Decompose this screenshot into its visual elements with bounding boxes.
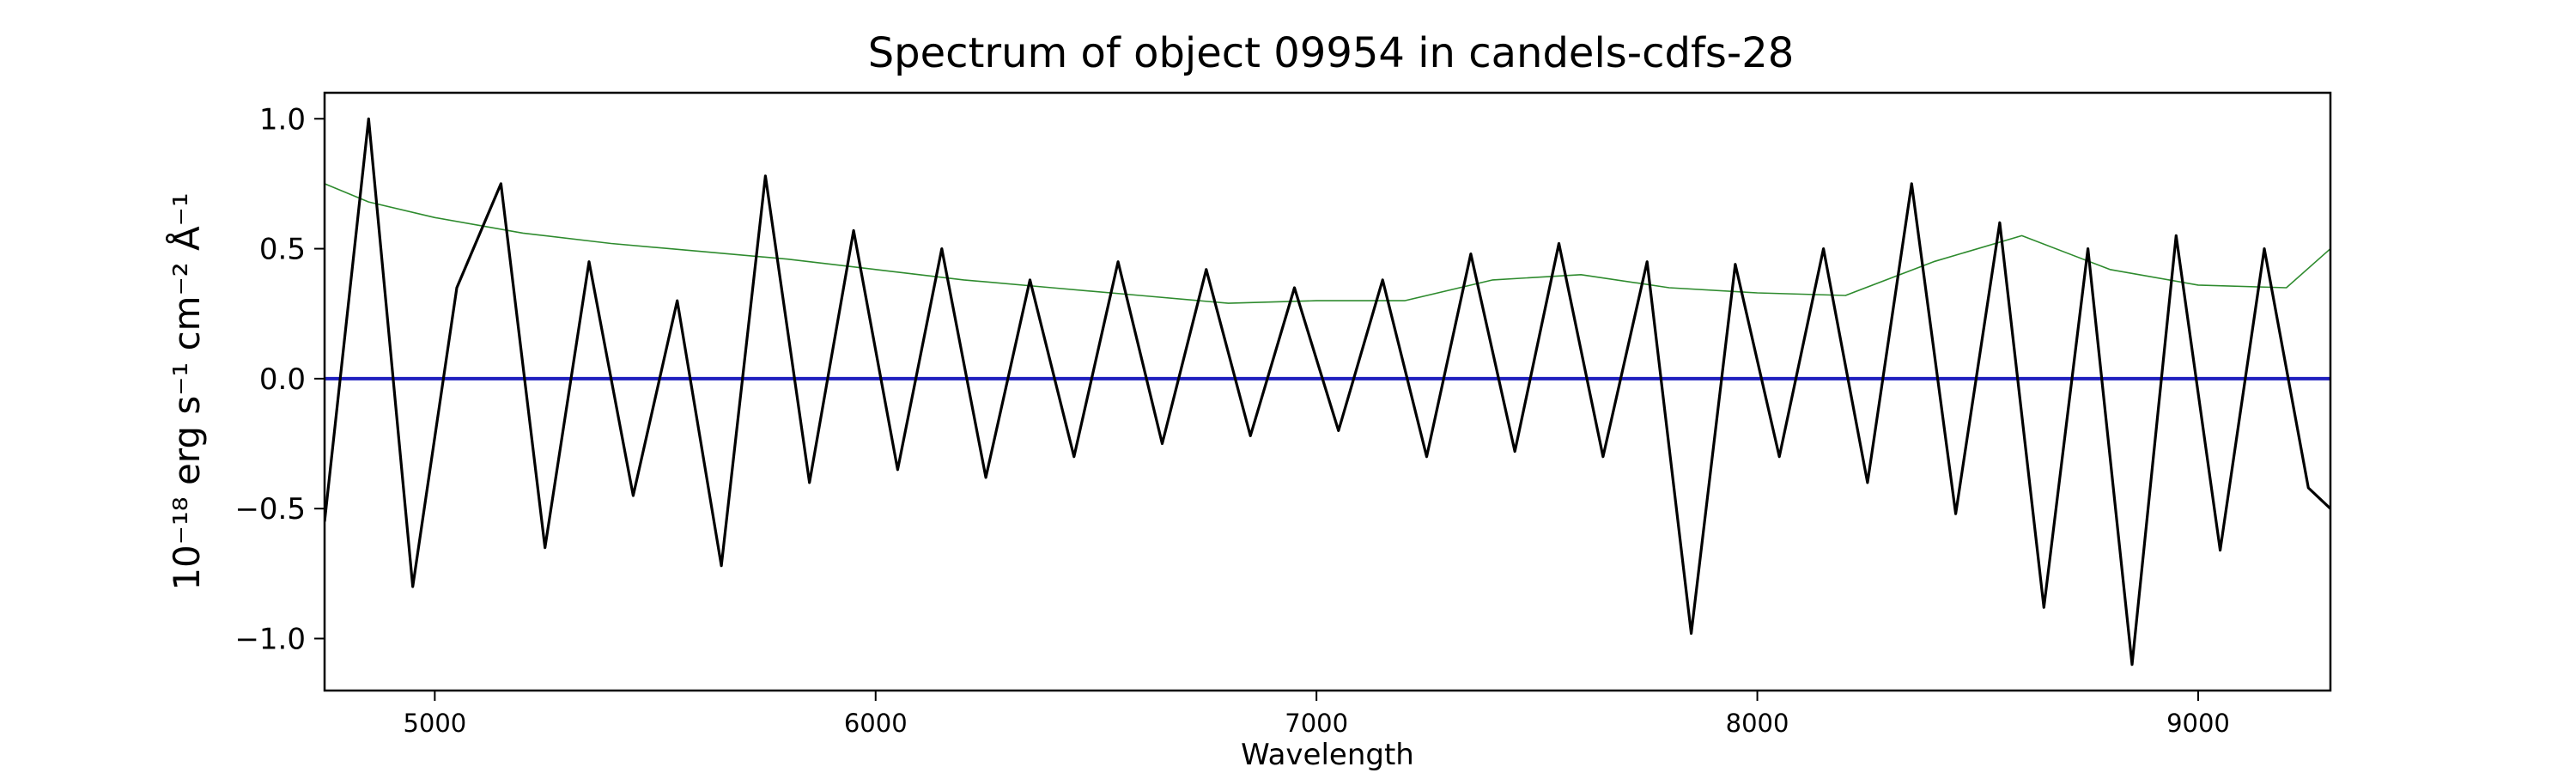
y-tick-label: 0.5 xyxy=(259,233,306,267)
error-series-line xyxy=(325,183,2330,304)
series-layer xyxy=(325,117,2330,666)
y-tick-label: 0.0 xyxy=(259,362,306,397)
x-tick-label: 6000 xyxy=(844,709,908,738)
x-tick-label: 7000 xyxy=(1285,709,1348,738)
ticks-layer: 5000 6000 7000 8000 9000 −1.0 −0.5 0.0 0.5 1.0 xyxy=(234,102,2229,738)
x-axis-label: Wavelength xyxy=(1241,738,1414,772)
y-axis-label: 10⁻¹⁸ erg s⁻¹ cm⁻² Å⁻¹ xyxy=(165,192,208,590)
flux-series-line xyxy=(325,117,2330,666)
plot-area: 5000 6000 7000 8000 9000 −1.0 −0.5 0.0 0.5 1.0 xyxy=(234,91,2332,738)
axes-frame xyxy=(323,91,2332,692)
x-tick-label: 5000 xyxy=(403,709,466,738)
x-tick-label: 9000 xyxy=(2166,709,2230,738)
y-tick-label: −1.0 xyxy=(234,622,306,656)
y-tick-label: −0.5 xyxy=(234,492,306,526)
y-tick-label: 1.0 xyxy=(259,102,306,137)
chart-title: Spectrum of object 09954 in candels-cdfs… xyxy=(868,29,1795,77)
x-tick-label: 8000 xyxy=(1726,709,1789,738)
